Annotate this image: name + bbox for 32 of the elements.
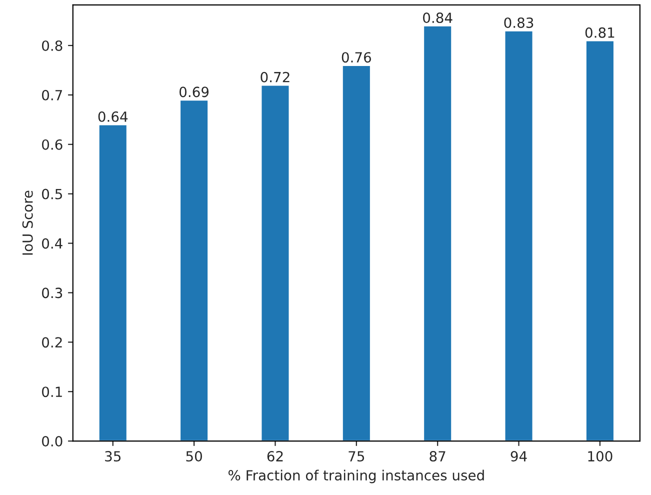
data-label: 0.84: [423, 12, 452, 24]
y-tick-label: 0.6: [42, 139, 62, 150]
bar: [179, 99, 209, 442]
x-tick-label: 50: [186, 451, 202, 462]
bar: [504, 30, 534, 442]
data-label: 0.81: [585, 27, 614, 38]
x-tick-label: 100: [588, 451, 612, 462]
bar: [342, 64, 372, 442]
x-tick-label: 75: [348, 451, 364, 462]
bar: [585, 40, 615, 442]
x-tick-label: 62: [267, 451, 283, 462]
y-tick-label: 0.3: [42, 288, 62, 298]
y-tick-label: 0.5: [42, 188, 62, 200]
data-label: 0.83: [504, 17, 534, 28]
x-tick-label: 35: [105, 451, 121, 462]
x-tick-label: 87: [430, 451, 446, 462]
data-label: 0.69: [180, 86, 209, 98]
x-tick-label: 94: [510, 451, 527, 462]
y-tick-label: 0.0: [42, 436, 62, 447]
y-axis-title: IoU Score: [22, 190, 33, 255]
bar: [260, 84, 290, 442]
data-label: 0.76: [342, 52, 372, 63]
y-tick-label: 0.7: [42, 90, 62, 100]
data-label: 0.72: [260, 72, 290, 82]
y-tick-label: 0.8: [42, 40, 62, 51]
x-axis-title: % Fraction of training instances used: [228, 470, 484, 484]
y-tick-label: 0.4: [42, 238, 62, 249]
y-tick-label: 0.1: [42, 386, 62, 398]
bar: [422, 25, 452, 442]
bar: [98, 124, 128, 442]
data-label: 0.64: [98, 111, 128, 122]
y-tick-label: 0.2: [42, 337, 62, 348]
